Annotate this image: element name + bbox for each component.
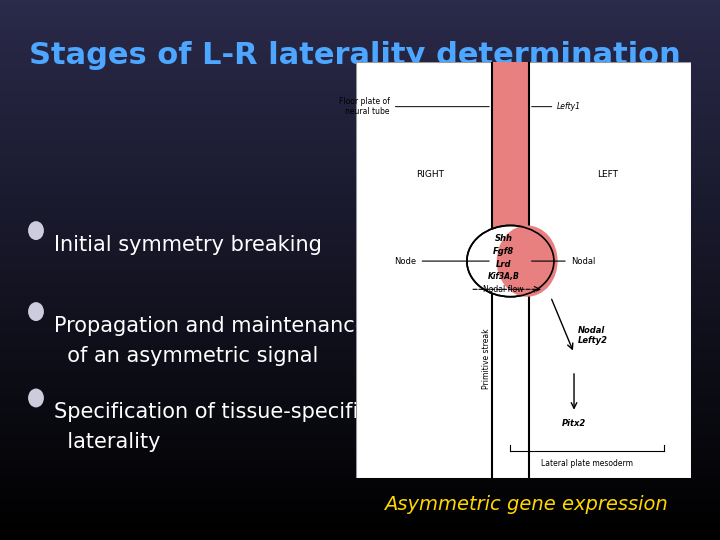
Text: Node: Node (395, 256, 489, 266)
Text: Specification of tissue-specific: Specification of tissue-specific (54, 402, 370, 422)
Text: Fgf8: Fgf8 (493, 247, 514, 256)
Text: RIGHT: RIGHT (416, 171, 444, 179)
Text: Propagation and maintenance: Propagation and maintenance (54, 316, 368, 336)
Ellipse shape (497, 226, 557, 297)
Text: Asymmetric gene expression: Asymmetric gene expression (384, 495, 667, 515)
Ellipse shape (28, 302, 44, 321)
Text: Nodal
Lefty2: Nodal Lefty2 (577, 326, 608, 345)
Text: Floor plate of
neural tube: Floor plate of neural tube (339, 97, 489, 116)
Text: Lefty1: Lefty1 (531, 102, 581, 111)
Text: Stages of L-R laterality determination: Stages of L-R laterality determination (29, 40, 680, 70)
Text: Primitive streak: Primitive streak (482, 329, 492, 389)
Ellipse shape (28, 221, 44, 240)
Text: LEFT: LEFT (597, 171, 618, 179)
Ellipse shape (28, 389, 44, 407)
Text: Nodal: Nodal (531, 256, 595, 266)
Text: Initial symmetry breaking: Initial symmetry breaking (54, 235, 322, 255)
Text: of an asymmetric signal: of an asymmetric signal (54, 346, 318, 366)
Text: Nodal flow: Nodal flow (483, 285, 524, 294)
Text: Lateral plate mesoderm: Lateral plate mesoderm (541, 458, 634, 468)
Text: laterality: laterality (54, 432, 161, 452)
Text: Kif3A,B: Kif3A,B (487, 272, 520, 281)
Ellipse shape (467, 226, 554, 297)
Text: Pitx2: Pitx2 (562, 418, 586, 428)
Bar (492, 62, 528, 255)
Text: Shh: Shh (495, 234, 513, 244)
Text: Lrd: Lrd (496, 260, 511, 268)
